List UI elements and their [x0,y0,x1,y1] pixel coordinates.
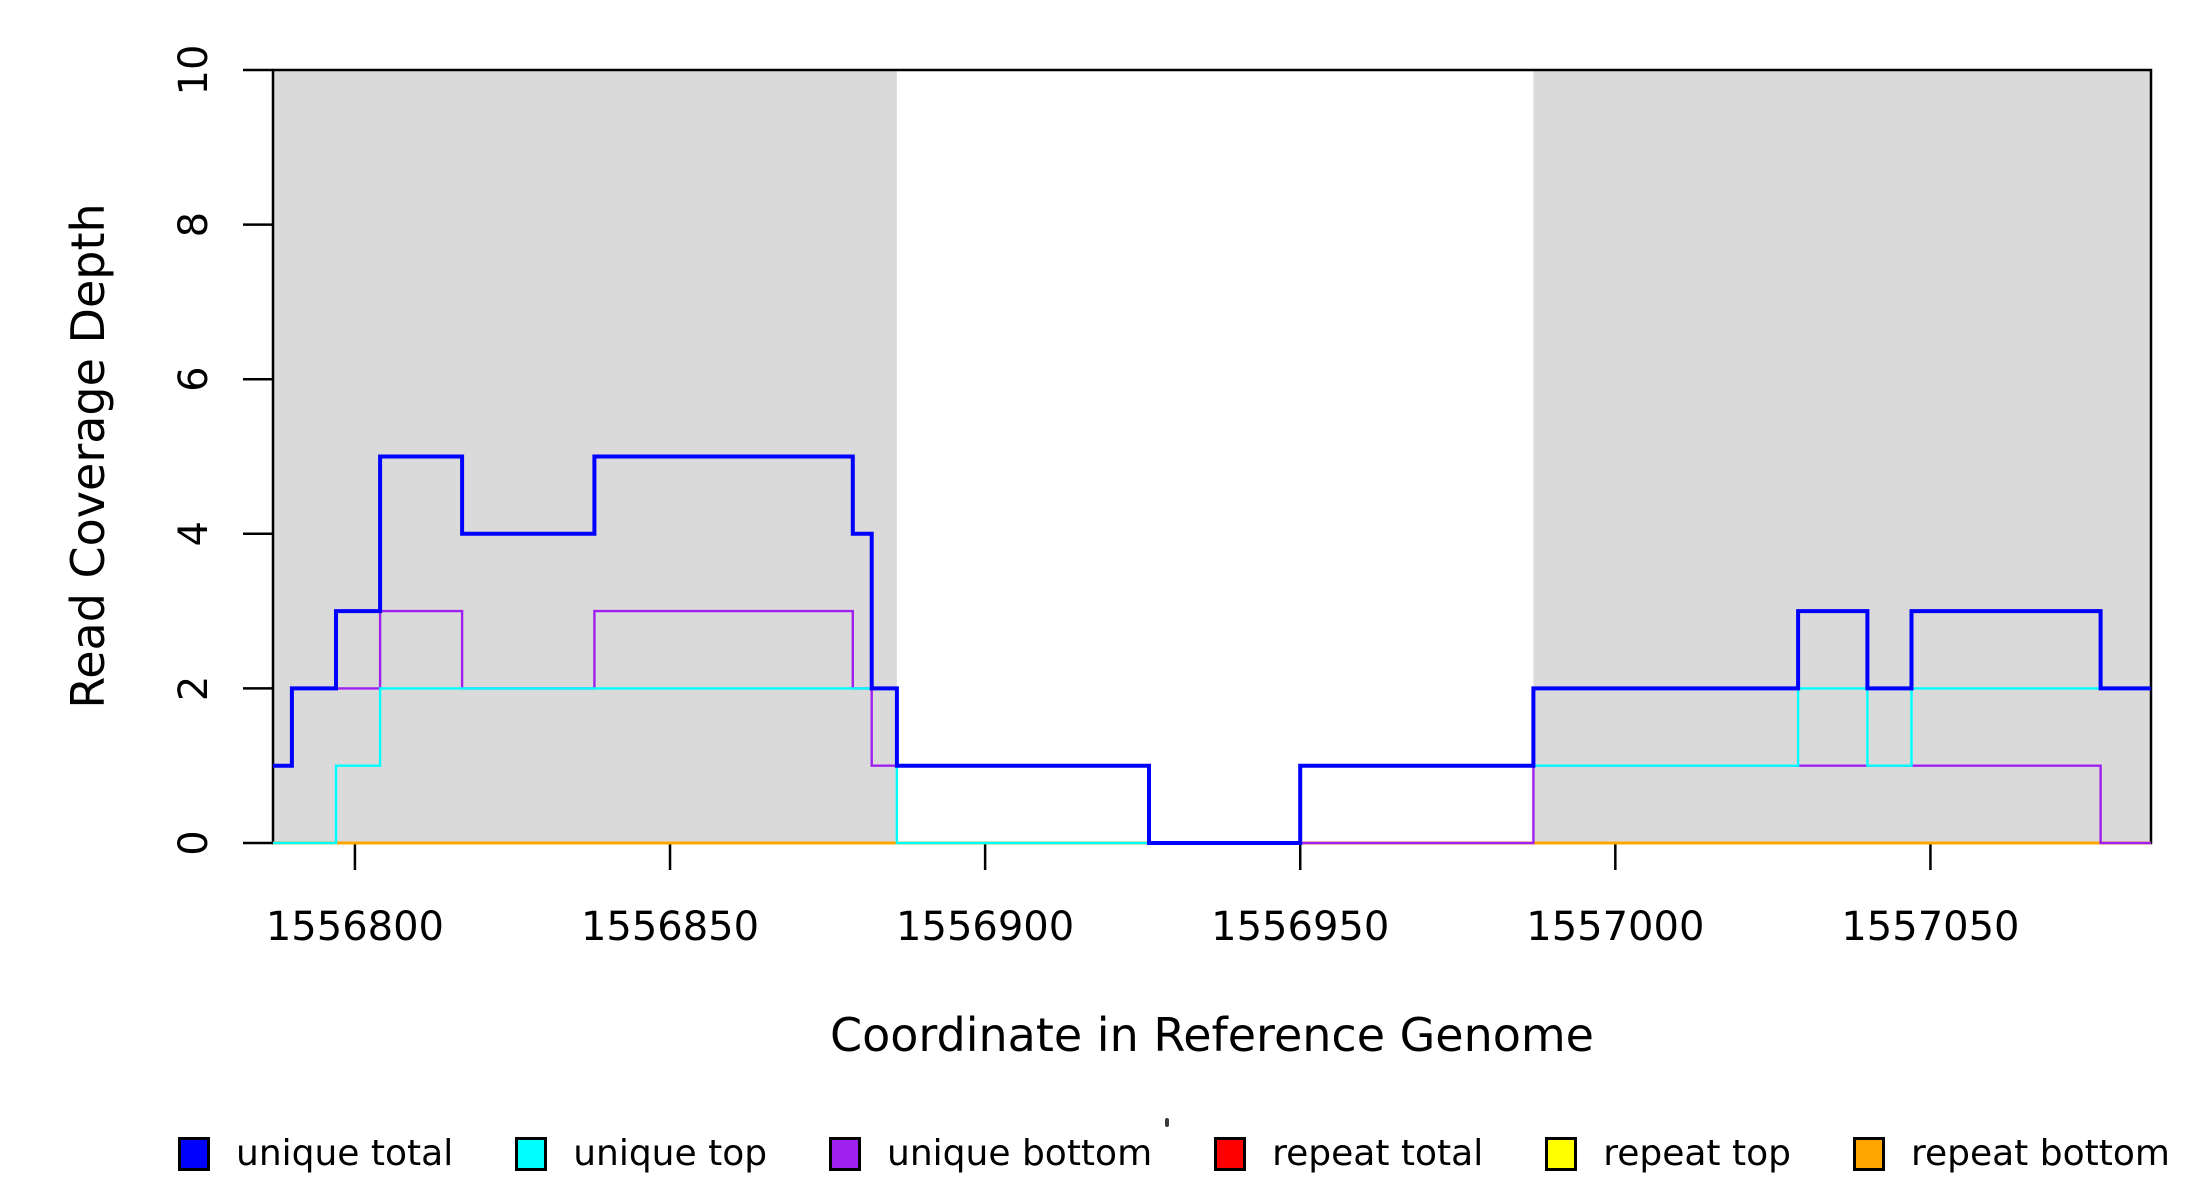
x-tick-label: 1556900 [896,904,1074,950]
y-tick-label: 10 [171,45,217,96]
x-tick-label: 1557000 [1526,904,1704,950]
legend-swatch-icon [829,1137,862,1171]
legend-swatch-icon [1545,1137,1578,1171]
series-line-unique-bottom [273,609,2151,845]
legend-item-repeat-total: repeat total [1214,1136,1483,1172]
x-tick-label: 1556800 [266,904,444,950]
legend-label: repeat bottom [1910,1133,2170,1174]
series-line-unique-total [273,454,2151,845]
legend-swatch-icon [178,1137,210,1171]
legend-swatch-icon [1214,1137,1247,1171]
legend-label: unique top [573,1133,768,1174]
legend-label: repeat total [1272,1133,1484,1174]
legend-label: unique bottom [887,1133,1153,1174]
legend-item-unique-bottom: unique bottom [829,1136,1152,1172]
right-shaded-region [1533,70,2151,843]
legend: unique total unique top unique bottom repea… [178,1122,2170,1186]
y-axis-title: Read Coverage Depth [61,203,115,709]
y-tick-label: 8 [171,212,217,237]
x-tick-label: 1556950 [1211,904,1389,950]
legend-item-unique-top: unique top [515,1136,767,1172]
x-tick-label: 1557050 [1841,904,2019,950]
x-tick-label: 1556850 [581,904,759,950]
y-tick-label: 6 [171,366,217,391]
y-tick-label: 0 [171,830,217,855]
stray-mark [1165,1118,1169,1127]
y-tick-label: 2 [171,676,217,701]
legend-item-repeat-top: repeat top [1545,1136,1791,1172]
legend-swatch-icon [515,1137,548,1171]
legend-label: unique total [236,1133,454,1174]
legend-swatch-icon [1852,1137,1885,1171]
legend-label: repeat top [1603,1133,1791,1174]
y-tick-label: 4 [171,521,217,546]
legend-item-repeat-bottom: repeat bottom [1852,1133,2170,1174]
x-axis-title: Coordinate in Reference Genome [830,1008,1594,1062]
legend-item-unique-total: unique total [178,1136,453,1172]
